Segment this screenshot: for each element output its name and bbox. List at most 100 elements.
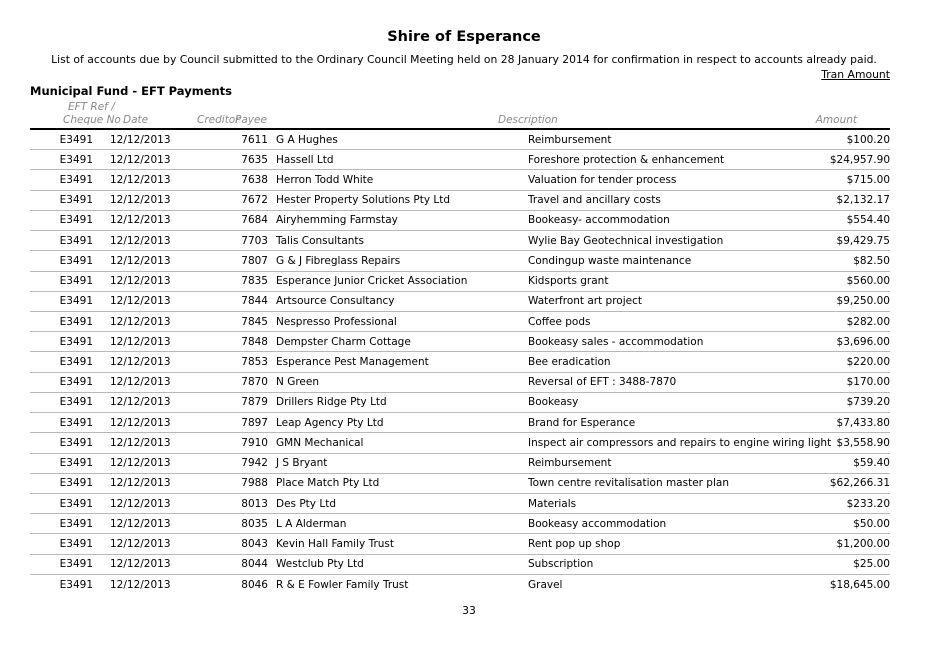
cell-eft-ref: E3491 — [59, 315, 93, 328]
cell-creditor: 7844 — [241, 295, 268, 308]
cell-payee: Place Match Pty Ltd — [276, 477, 380, 490]
cell-amount: $170.00 — [846, 376, 890, 389]
cell-description: Bookeasy- accommodation — [528, 214, 670, 227]
cell-eft-ref: E3491 — [59, 436, 93, 449]
cell-amount: $560.00 — [846, 275, 890, 288]
cell-payee: G & J Fibreglass Repairs — [276, 254, 401, 267]
table-row: E3491 12/12/2013 7845 Nespresso Professi… — [30, 312, 890, 333]
cell-payee: Airyhemming Farmstay — [276, 214, 398, 227]
cell-description: Waterfront art project — [528, 295, 643, 308]
cell-amount: $9,429.75 — [836, 234, 890, 247]
table-row: E3491 12/12/2013 7897 Leap Agency Pty Lt… — [30, 413, 890, 434]
cell-eft-ref: E3491 — [59, 356, 93, 369]
table-body: E3491 12/12/2013 7611 G A Hughes Reimbur… — [30, 130, 890, 595]
cell-date: 12/12/2013 — [110, 477, 171, 490]
cell-eft-ref: E3491 — [59, 457, 93, 470]
cell-amount: $3,558.90 — [836, 436, 890, 449]
cell-creditor: 8035 — [241, 517, 268, 530]
cell-amount: $100.20 — [846, 133, 890, 146]
cell-eft-ref: E3491 — [59, 214, 93, 227]
col-header-amount: Amount — [815, 114, 857, 126]
cell-eft-ref: E3491 — [59, 275, 93, 288]
cell-description: Coffee pods — [528, 315, 591, 328]
table-row: E3491 12/12/2013 7848 Dempster Charm Cot… — [30, 332, 890, 353]
cell-date: 12/12/2013 — [110, 578, 171, 591]
cell-creditor: 8043 — [241, 537, 268, 550]
cell-date: 12/12/2013 — [110, 356, 171, 369]
page-title: Shire of Esperance — [387, 29, 541, 45]
cell-description: Valuation for tender process — [528, 174, 677, 187]
cell-payee: Westclub Pty Ltd — [276, 558, 364, 571]
page-subtitle: List of accounts due by Council submitte… — [51, 53, 877, 66]
cell-date: 12/12/2013 — [110, 194, 171, 207]
cell-payee: Talis Consultants — [276, 234, 364, 247]
cell-date: 12/12/2013 — [110, 214, 171, 227]
cell-date: 12/12/2013 — [110, 275, 171, 288]
table-row: E3491 12/12/2013 8035 L A Alderman Booke… — [30, 514, 890, 535]
cell-payee: L A Alderman — [276, 517, 347, 530]
cell-creditor: 7988 — [241, 477, 268, 490]
col-header-creditor: Creditor — [197, 114, 240, 126]
table-row: E3491 12/12/2013 8043 Kevin Hall Family … — [30, 534, 890, 555]
cell-eft-ref: E3491 — [59, 558, 93, 571]
table-row: E3491 12/12/2013 7638 Herron Todd White … — [30, 170, 890, 191]
cell-eft-ref: E3491 — [59, 295, 93, 308]
cell-description: Travel and ancillary costs — [528, 194, 661, 207]
table-row: E3491 12/12/2013 7635 Hassell Ltd Foresh… — [30, 150, 890, 171]
page-number: 33 — [462, 604, 476, 618]
cell-amount: $233.20 — [846, 497, 890, 510]
table-row: E3491 12/12/2013 7672 Hester Property So… — [30, 191, 890, 211]
cell-creditor: 7879 — [241, 396, 268, 409]
cell-amount: $2,132.17 — [836, 194, 890, 207]
cell-amount: $25.00 — [853, 558, 890, 571]
cell-amount: $7,433.80 — [836, 416, 890, 429]
cell-amount: $18,645.00 — [829, 578, 890, 591]
table-row: E3491 12/12/2013 7703 Talis Consultants … — [30, 231, 890, 252]
cell-payee: R & E Fowler Family Trust — [276, 578, 409, 591]
cell-date: 12/12/2013 — [110, 133, 171, 146]
cell-eft-ref: E3491 — [59, 497, 93, 510]
cell-description: Bee eradication — [528, 356, 611, 369]
cell-amount: $554.40 — [846, 214, 890, 227]
table-row: E3491 12/12/2013 7611 G A Hughes Reimbur… — [30, 130, 890, 151]
cell-payee: Leap Agency Pty Ltd — [276, 416, 384, 429]
col-header-date: Date — [123, 114, 149, 126]
cell-creditor: 7611 — [241, 133, 268, 146]
cell-date: 12/12/2013 — [110, 254, 171, 267]
cell-description: Brand for Esperance — [528, 416, 636, 429]
cell-creditor: 7897 — [241, 416, 268, 429]
table-row: E3491 12/12/2013 8013 Des Pty Ltd Materi… — [30, 494, 890, 515]
cell-date: 12/12/2013 — [110, 497, 171, 510]
cell-creditor: 8044 — [241, 558, 268, 571]
table-row: E3491 12/12/2013 8046 R & E Fowler Famil… — [30, 575, 890, 595]
cell-amount: $739.20 — [846, 396, 890, 409]
cell-creditor: 8046 — [241, 578, 268, 591]
cell-amount: $24,957.90 — [829, 153, 890, 166]
cell-payee: Dempster Charm Cottage — [276, 335, 411, 348]
cell-creditor: 7807 — [241, 254, 268, 267]
table-header-row: EFT Ref / Cheque No Date Creditor Payee … — [30, 100, 890, 130]
cell-payee: Esperance Pest Management — [276, 356, 429, 369]
cell-description: Subscription — [528, 558, 594, 571]
cell-payee: Des Pty Ltd — [276, 497, 336, 510]
cell-eft-ref: E3491 — [59, 376, 93, 389]
cell-date: 12/12/2013 — [110, 174, 171, 187]
col-header-payee: Payee — [235, 114, 267, 126]
table-row: E3491 12/12/2013 7879 Drillers Ridge Pty… — [30, 393, 890, 414]
cell-description: Inspect air compressors and repairs to e… — [528, 436, 832, 449]
cell-creditor: 7870 — [241, 376, 268, 389]
cell-description: Reimbursement — [528, 457, 612, 470]
cell-eft-ref: E3491 — [59, 517, 93, 530]
cell-eft-ref: E3491 — [59, 537, 93, 550]
cell-eft-ref: E3491 — [59, 578, 93, 591]
cell-date: 12/12/2013 — [110, 416, 171, 429]
cell-description: Bookeasy accommodation — [528, 517, 667, 530]
cell-creditor: 7942 — [241, 457, 268, 470]
cell-creditor: 7703 — [241, 234, 268, 247]
cell-payee: Hester Property Solutions Pty Ltd — [276, 194, 451, 207]
cell-eft-ref: E3491 — [59, 335, 93, 348]
table-row: E3491 12/12/2013 7684 Airyhemming Farmst… — [30, 211, 890, 232]
cell-description: Town centre revitalisation master plan — [528, 477, 729, 490]
cell-eft-ref: E3491 — [59, 396, 93, 409]
table-row: E3491 12/12/2013 7870 N Green Reversal o… — [30, 373, 890, 393]
